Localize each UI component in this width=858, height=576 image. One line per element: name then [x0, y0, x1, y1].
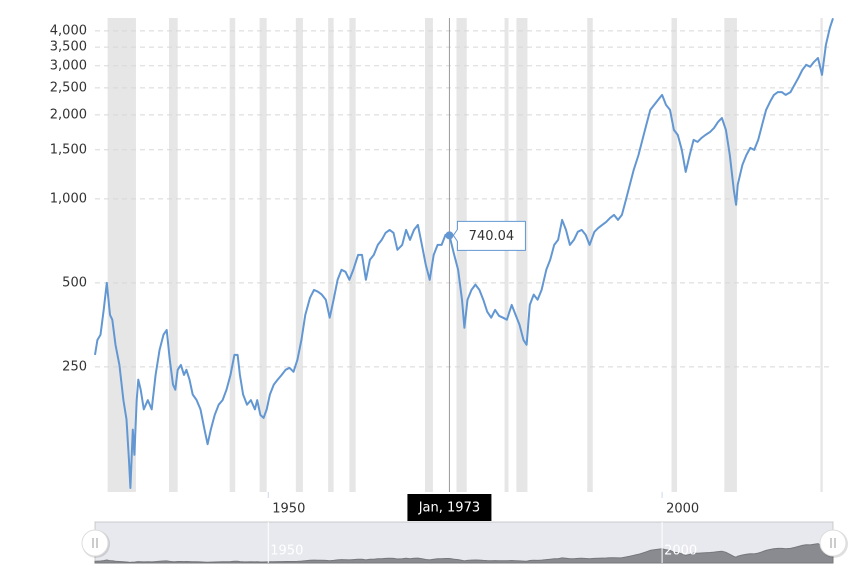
- tooltip-value: 740.04: [469, 229, 515, 244]
- recession-band: [328, 18, 334, 492]
- recession-band: [169, 18, 178, 492]
- x-tick-label: 1950: [272, 502, 305, 517]
- recession-band: [671, 18, 678, 492]
- y-tick-label: 1,500: [50, 142, 87, 157]
- recession-band: [820, 18, 823, 492]
- y-tick-label: 2,000: [50, 107, 87, 122]
- y-tick-label: 250: [62, 359, 87, 374]
- x-label-box: [407, 494, 492, 521]
- recession-band: [295, 18, 303, 492]
- recession-band: [229, 18, 236, 492]
- recession-band: [456, 18, 467, 492]
- y-tick-label: 3,000: [50, 58, 87, 73]
- recession-band: [587, 18, 593, 492]
- tooltip: 740.04 Jan, 1973: [407, 220, 526, 521]
- y-tick-label: 500: [62, 275, 87, 290]
- recession-band: [425, 18, 433, 492]
- y-tick-label: 1,000: [50, 191, 87, 206]
- navigator-handle[interactable]: [819, 529, 847, 557]
- y-tick-label: 4,000: [50, 23, 87, 38]
- recession-band: [504, 18, 509, 492]
- navigator-tick-label: 2000: [664, 544, 697, 559]
- navigator[interactable]: 1950 2000: [81, 521, 848, 564]
- navigator-handle[interactable]: [81, 529, 109, 557]
- recession-band: [259, 18, 267, 492]
- tooltip-box: [452, 220, 526, 251]
- x-tick-label: 2000: [666, 502, 699, 517]
- hover-marker: [445, 231, 454, 240]
- tooltip-x-label: Jan, 1973: [418, 501, 480, 516]
- recession-shading: [107, 18, 823, 492]
- y-tick-label: 3,500: [50, 40, 87, 55]
- navigator-mask: [95, 522, 833, 563]
- recession-band: [516, 18, 528, 492]
- recession-band: [724, 18, 737, 492]
- grid: 250 500 1,000 1,500 2,000 2,500 3,000 3,500 4,00…: [50, 23, 833, 517]
- navigator-series: [94, 535, 834, 564]
- recession-band: [349, 18, 356, 492]
- y-tick-label: 2,500: [50, 80, 87, 95]
- navigator-tick-label: 1950: [270, 544, 303, 559]
- recession-band: [107, 18, 136, 492]
